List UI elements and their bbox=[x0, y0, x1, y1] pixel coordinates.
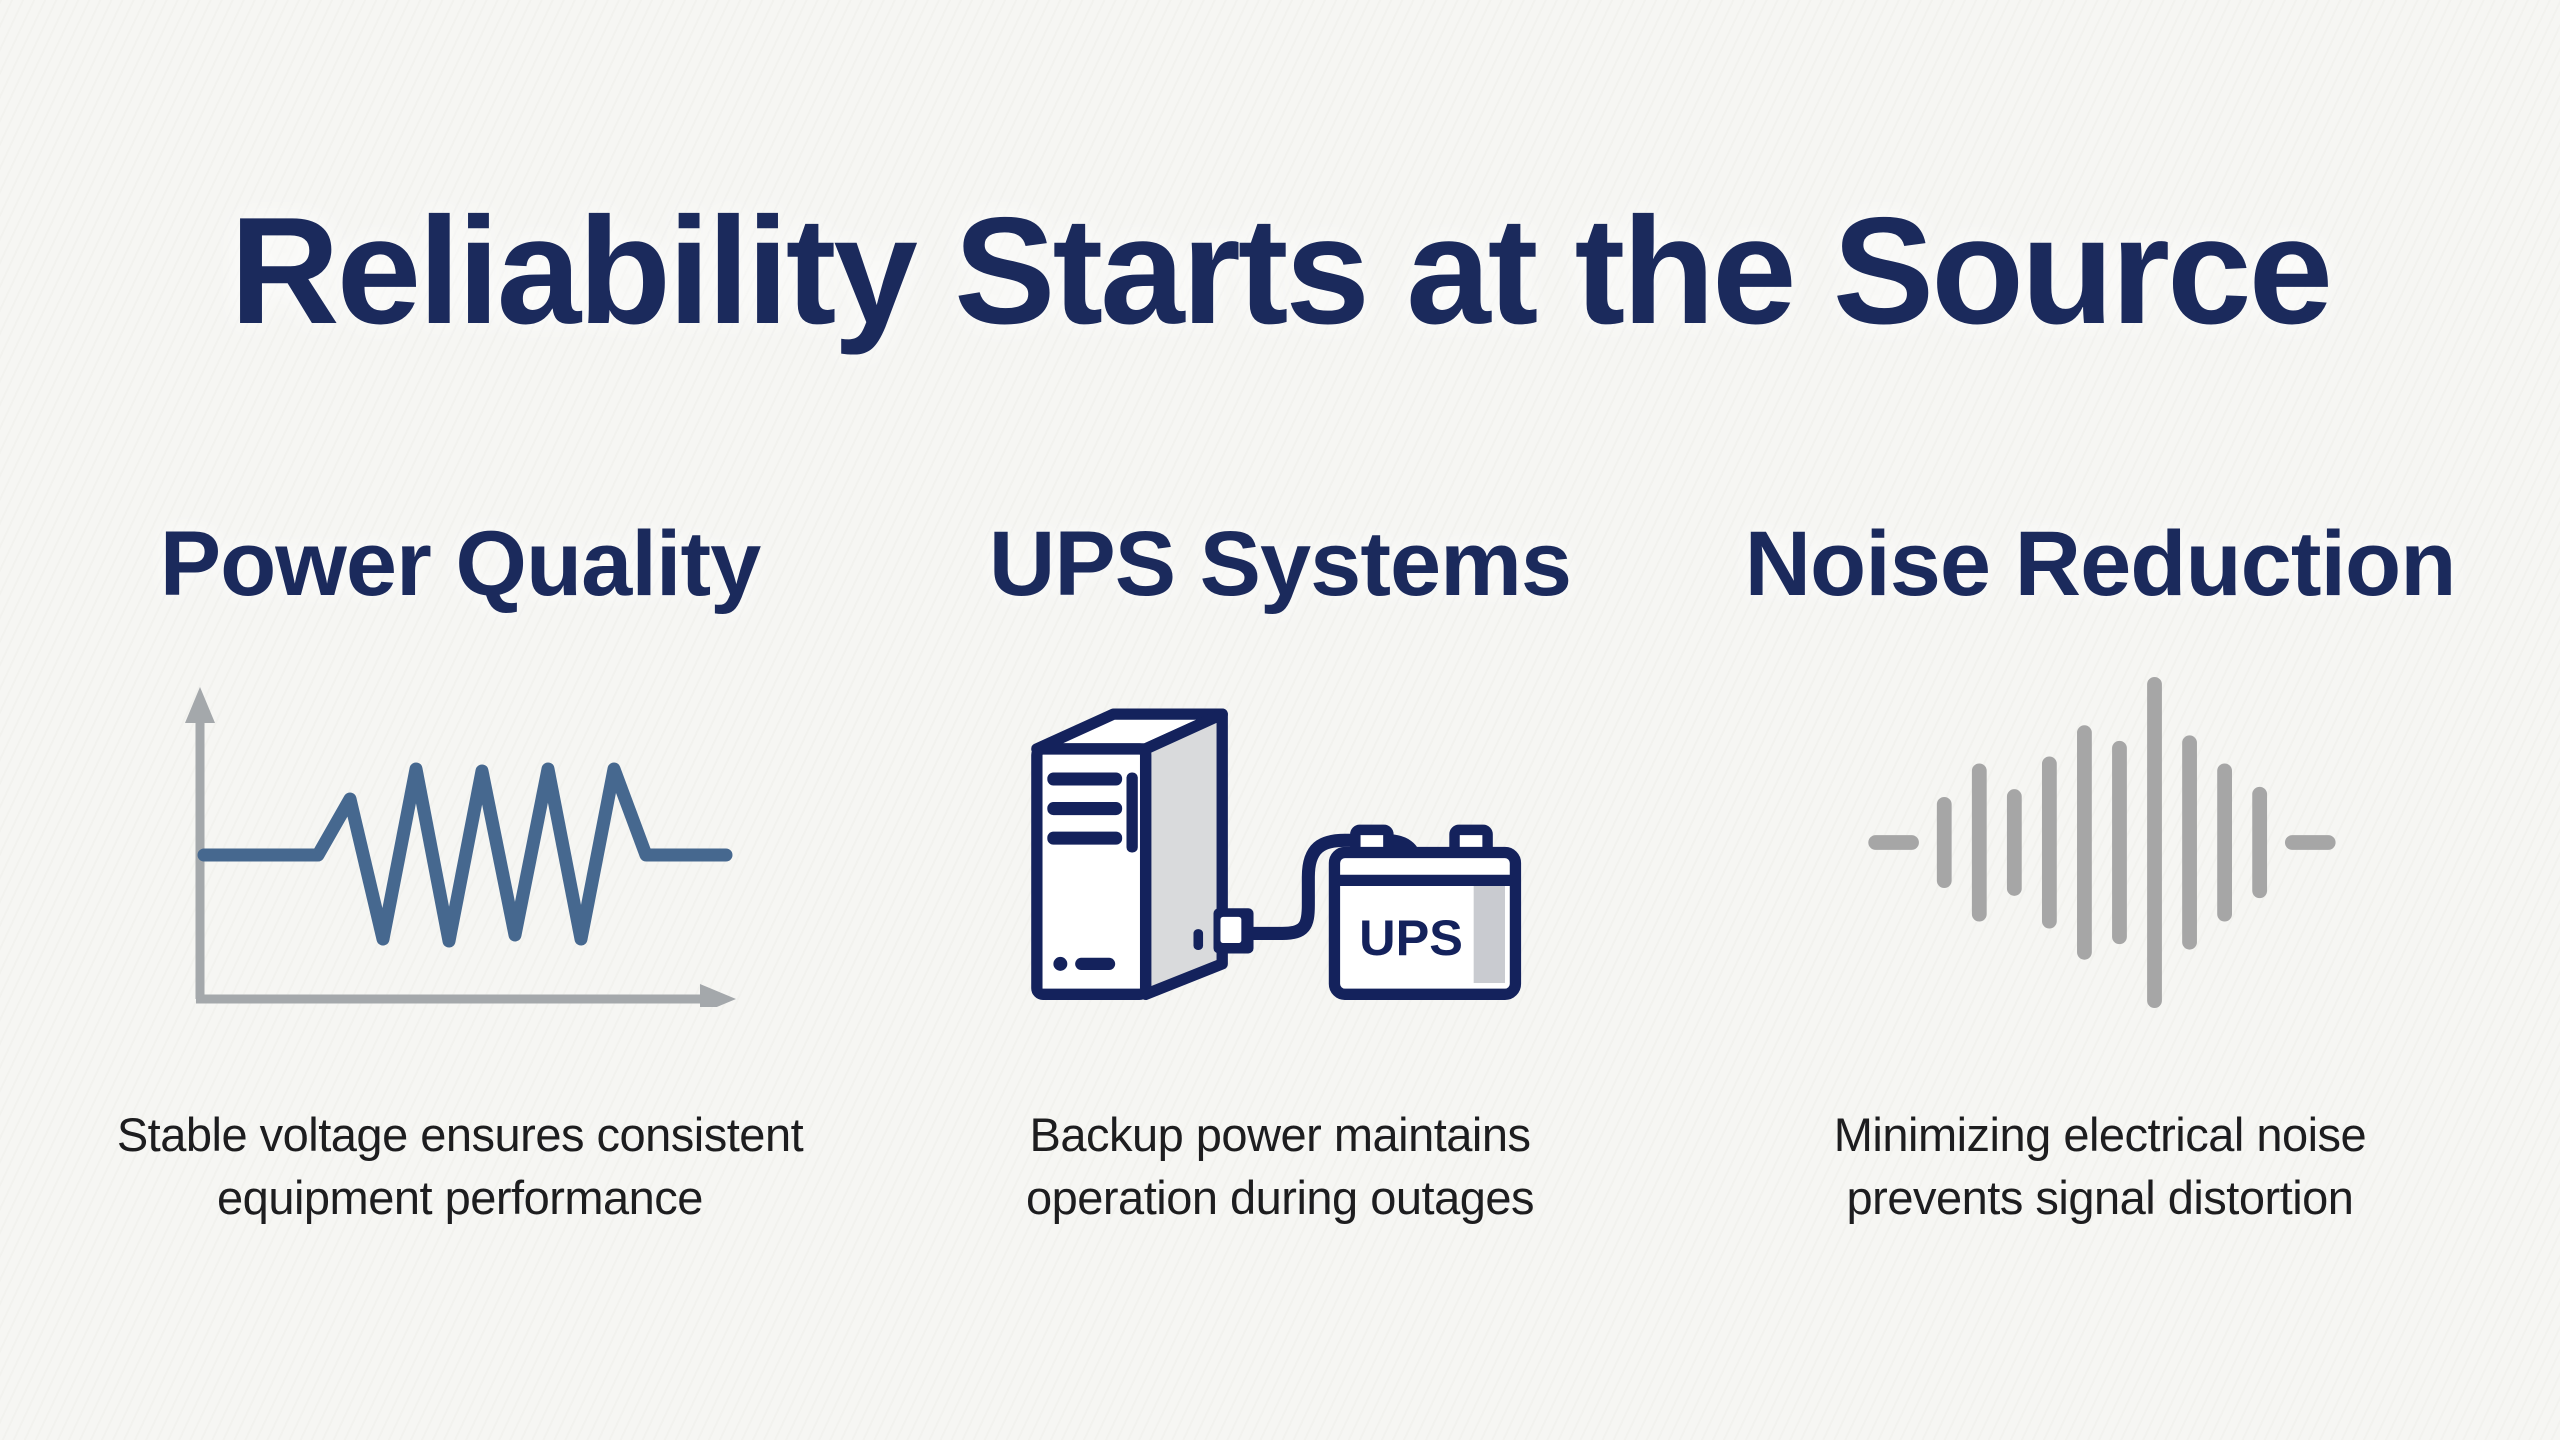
y-axis-arrowhead bbox=[185, 687, 215, 724]
column-ups-systems: UPS Systems bbox=[900, 512, 1660, 1230]
battery-body bbox=[1328, 846, 1521, 1000]
description-line: equipment performance bbox=[217, 1170, 703, 1224]
power-led bbox=[1052, 956, 1067, 971]
description-line: operation during outages bbox=[1025, 1170, 1535, 1224]
vent-slat bbox=[1046, 772, 1122, 786]
ups-battery bbox=[1328, 824, 1521, 1000]
power-cable bbox=[1217, 833, 1421, 940]
power-quality-heading: Power Quality bbox=[159, 512, 762, 615]
power-quality-description: Stable voltage ensures consistent equipm… bbox=[80, 1104, 840, 1229]
feature-columns: Power Quality Stable voltage ensures con… bbox=[0, 512, 2560, 1230]
description-line: Minimizing electrical noise bbox=[1833, 1108, 2367, 1162]
sound-wave-bars-icon bbox=[1868, 676, 2336, 1008]
battery-label: UPS bbox=[1359, 909, 1463, 966]
tower-side-face bbox=[1139, 708, 1228, 1000]
description-line: Backup power maintains bbox=[1029, 1108, 1531, 1162]
noise-reduction-iconbox bbox=[1720, 672, 2480, 1012]
tower-front-details bbox=[1046, 772, 1203, 971]
power-port bbox=[1213, 908, 1254, 954]
drive-slot bbox=[1074, 957, 1115, 970]
noise-reduction-description: Minimizing electrical noise prevents sig… bbox=[1720, 1104, 2480, 1229]
noise-reduction-heading: Noise Reduction bbox=[1744, 512, 2457, 615]
chart-axes bbox=[185, 687, 736, 1008]
x-axis-arrowhead bbox=[700, 984, 736, 1008]
bezel-strip bbox=[1125, 772, 1138, 853]
description-line: prevents signal distortion bbox=[1846, 1170, 2354, 1224]
vent-slat bbox=[1046, 801, 1122, 815]
computer-tower-ups-battery-icon: UPS bbox=[1030, 708, 1521, 1000]
column-power-quality: Power Quality Stable voltage ensures con… bbox=[80, 512, 840, 1230]
voltage-waveform-chart-icon bbox=[185, 687, 736, 1008]
description-line: Stable voltage ensures consistent bbox=[116, 1108, 804, 1162]
ups-systems-heading: UPS Systems bbox=[988, 512, 1572, 615]
computer-tower bbox=[1030, 708, 1228, 1000]
side-tick bbox=[1192, 928, 1203, 950]
vent-slat bbox=[1046, 831, 1122, 845]
voltage-waveform-line bbox=[197, 762, 733, 948]
slide-title: Reliability Starts at the Source bbox=[229, 186, 2333, 356]
ups-systems-iconbox: UPS bbox=[900, 672, 1660, 1012]
battery-side-shade bbox=[1473, 885, 1505, 983]
power-quality-iconbox bbox=[80, 672, 840, 1012]
ups-systems-description: Backup power maintains operation during … bbox=[900, 1104, 1660, 1229]
sound-wave-bars bbox=[1868, 676, 2336, 1008]
column-noise-reduction: Noise Reduction bbox=[1720, 512, 2480, 1230]
